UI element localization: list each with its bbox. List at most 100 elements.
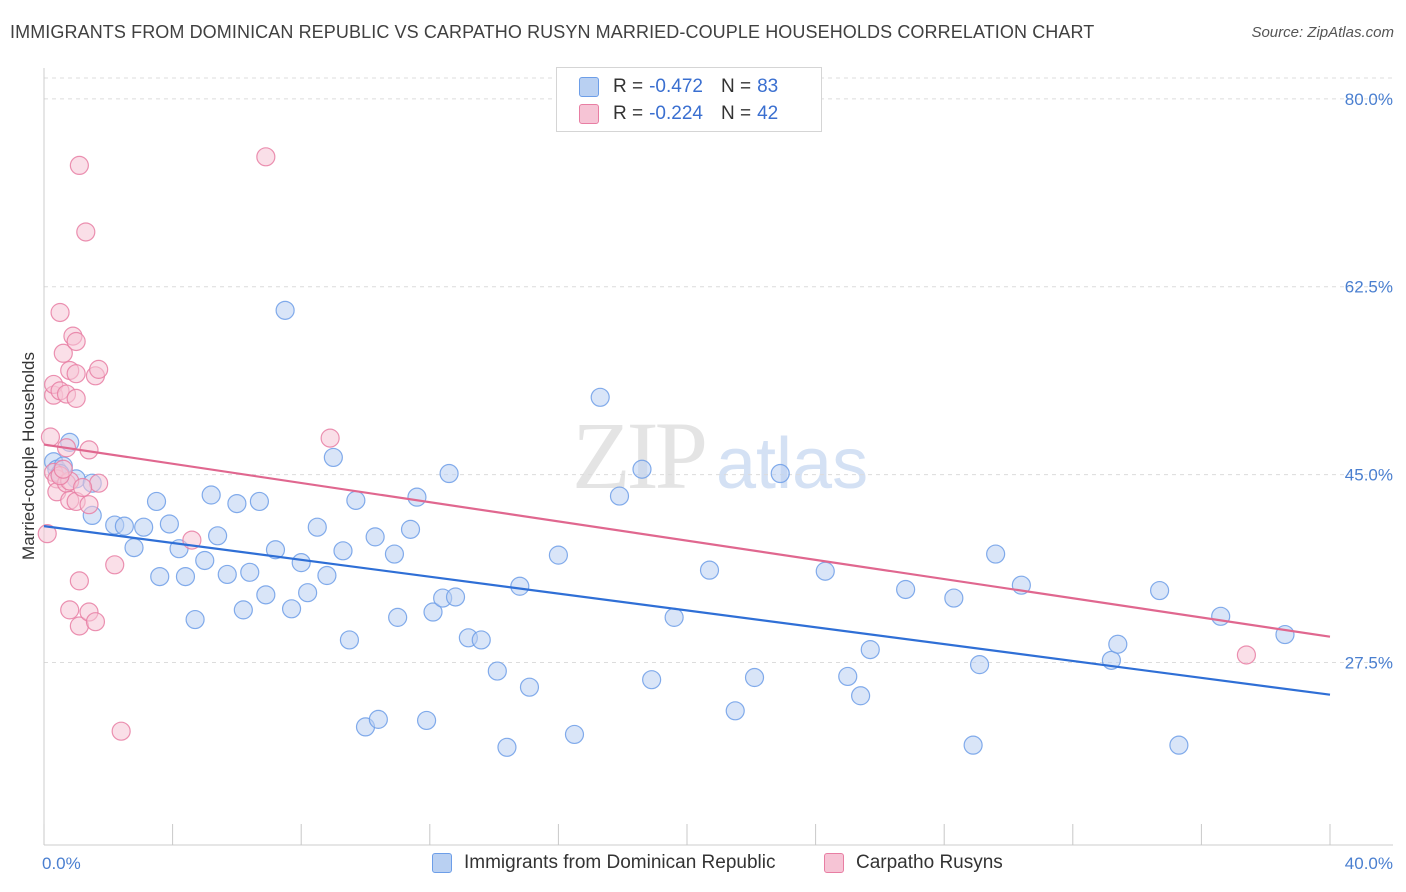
- dominican-point: [114, 516, 134, 536]
- dominican-point: [233, 600, 253, 620]
- dominican-point: [519, 677, 540, 697]
- y-tick-label: 27.5%: [1345, 653, 1393, 672]
- dominican-point: [744, 667, 765, 688]
- legend-r-value: -0.224: [649, 103, 703, 124]
- dominican-point: [249, 491, 270, 512]
- rusyn-point: [69, 155, 89, 176]
- dominican-trendline: [43, 525, 1331, 696]
- series-swatch-rusyn: [824, 853, 844, 873]
- rusyn-point: [66, 388, 86, 408]
- legend-row-rusyn: R = -0.224 N = 42: [579, 101, 778, 127]
- legend-n-label: N =: [720, 76, 752, 97]
- series-legend-dominican: Immigrants from Dominican Republic: [432, 852, 776, 874]
- source-label: Source: ZipAtlas.com: [1251, 24, 1394, 41]
- dominican-point: [860, 640, 880, 660]
- legend-n-label: N =: [720, 103, 752, 124]
- dominican-point: [124, 538, 144, 558]
- rusyn-point: [53, 459, 73, 479]
- dominican-point: [365, 527, 385, 547]
- series-label-dominican: Immigrants from Dominican Republic: [464, 852, 776, 873]
- dominican-point: [564, 724, 585, 745]
- rusyn-point: [111, 721, 131, 741]
- rusyn-point: [76, 222, 96, 242]
- dominican-point: [201, 485, 221, 505]
- dominican-point: [1211, 606, 1231, 626]
- dominican-point: [256, 585, 276, 605]
- dominican-point: [146, 491, 167, 512]
- dominican-point: [307, 517, 327, 537]
- dominican-point: [963, 735, 983, 755]
- legend-swatch-dominican: [579, 77, 599, 97]
- dominican-point: [632, 459, 652, 479]
- chart-title: IMMIGRANTS FROM DOMINICAN REPUBLIC VS CA…: [10, 22, 1095, 42]
- dominican-point: [217, 564, 237, 585]
- dominican-point: [487, 661, 507, 681]
- dominican-point: [699, 560, 720, 580]
- dominican-point: [368, 709, 388, 729]
- rusyn-point: [320, 428, 340, 448]
- dominican-point: [416, 710, 437, 731]
- dominican-point: [590, 387, 610, 407]
- dominican-point: [896, 579, 916, 600]
- dominican-point: [1150, 580, 1170, 601]
- dominican-point: [240, 562, 260, 582]
- watermark-atlas: atlas: [716, 424, 868, 504]
- legend-swatch-rusyn: [579, 104, 599, 124]
- rusyn-point: [66, 364, 86, 384]
- dominican-point: [291, 553, 311, 573]
- y-tick-label: 62.5%: [1345, 278, 1393, 297]
- dominican-point: [346, 490, 366, 510]
- rusyn-point: [37, 524, 57, 544]
- rusyn-trendline: [43, 443, 1331, 638]
- series-legend: Immigrants from Dominican Republic Carpa…: [0, 852, 1406, 876]
- rusyn-point: [40, 427, 61, 447]
- dominican-point: [1169, 735, 1189, 755]
- dominican-point: [838, 666, 858, 687]
- dominican-point: [944, 588, 964, 608]
- dominican-point: [471, 630, 491, 650]
- dominican-point: [317, 565, 337, 586]
- rusyn-point: [105, 555, 125, 575]
- dominican-point: [815, 561, 835, 581]
- rusyn-point: [79, 495, 99, 515]
- stats-legend: R = -0.472 N = 83 R = -0.224 N = 42: [556, 67, 822, 132]
- rusyn-point: [53, 343, 73, 363]
- y-tick-label: 45.0%: [1345, 466, 1393, 485]
- x-tick-label: 40.0%: [1345, 854, 1393, 873]
- rusyn-point: [256, 147, 276, 167]
- dominican-point: [227, 493, 247, 514]
- rusyn-point: [50, 302, 70, 323]
- dominican-point: [400, 519, 421, 539]
- dominican-point: [281, 599, 302, 619]
- dominican-point: [265, 540, 286, 560]
- series-swatch-dominican: [432, 853, 452, 873]
- dominican-point: [445, 587, 466, 607]
- rusyn-point: [85, 612, 106, 632]
- rusyn-point: [69, 571, 89, 591]
- dominican-point: [275, 300, 295, 320]
- dominican-point: [134, 517, 154, 537]
- rusyn-point: [89, 473, 109, 493]
- dominican-point: [510, 576, 530, 596]
- legend-n-value: 83: [757, 76, 779, 97]
- legend-r-label: R =: [613, 103, 644, 124]
- dominican-point: [1108, 634, 1128, 654]
- y-tick-label: 80.0%: [1345, 90, 1393, 109]
- dominican-point: [770, 463, 790, 484]
- series-legend-rusyn: Carpatho Rusyns: [824, 852, 1003, 874]
- dominican-point: [664, 607, 684, 627]
- dominican-point: [159, 514, 179, 534]
- dominican-point: [195, 550, 215, 571]
- dominican-point: [851, 686, 871, 706]
- dominican-point: [548, 545, 569, 565]
- rusyn-point: [66, 331, 86, 352]
- dominican-point: [423, 602, 443, 622]
- legend-r-label: R =: [613, 76, 644, 97]
- dominican-point: [725, 701, 745, 721]
- rusyn-point: [60, 600, 80, 620]
- dominican-point: [609, 486, 630, 506]
- legend-row-dominican: R = -0.472 N = 83: [579, 74, 778, 100]
- dominican-point: [323, 447, 343, 468]
- dominican-point: [185, 609, 205, 630]
